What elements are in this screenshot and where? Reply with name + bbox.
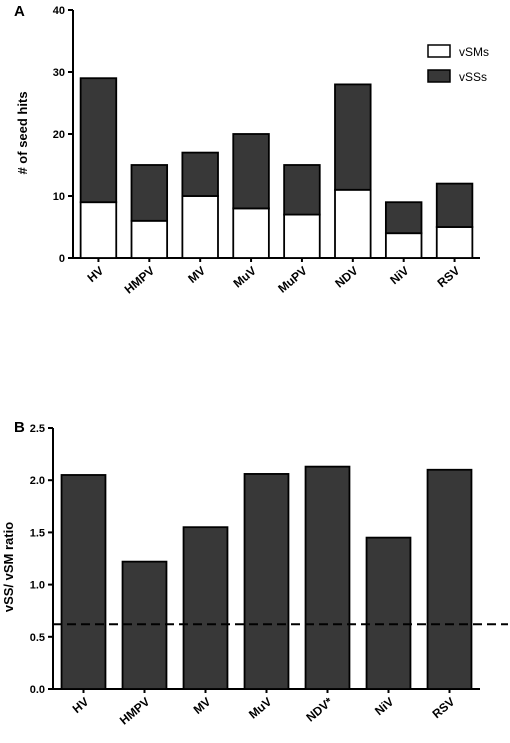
bar-vsms-muv [232,207,270,259]
panel-a-category-labels: HV HMPV MV MuV MuPV NDV NiV RSV [85,258,463,297]
bar-vsms-ndv [334,188,372,259]
bar-ratio-ndvstar [304,465,351,690]
bar-vsss-mupv [283,164,321,216]
panel-a-bars [79,77,474,259]
panel-a-chart: A # of seed hits 0 10 20 30 40 HV HMPV MV MuV Mu… [14,3,489,297]
panel-a-category-label: NDV [332,264,360,291]
panel-b-y-axis-title: vSS/ vSM ratio [1,522,16,612]
panel-a-y-tick-label: 30 [53,67,65,79]
panel-b-letter: B [14,419,25,436]
panel-a-category-label: HV [85,264,107,285]
panel-b-y-tick-label: 2.5 [30,423,45,435]
panel-b-bars [60,465,473,690]
panel-b-category-label: NiV [372,695,396,719]
panel-a-y-axis-title: # of seed hits [15,91,30,174]
panel-b-y-tick-label: 2.0 [30,475,45,487]
bar-vsss-muv [232,133,270,210]
panel-a-category-label: MuV [231,264,259,291]
panel-b-y-tick-label: 0.5 [30,632,45,644]
bar-vsss-hmpv [130,164,169,222]
bar-vsms-mupv [283,213,321,259]
panel-b-y-tick-label: 0.0 [30,684,45,696]
panel-a-y-tick-label: 10 [53,191,65,203]
bar-vsss-rsv [435,182,474,228]
panel-a-category-label: RSV [435,264,463,291]
panel-a-category-label: NiV [387,264,411,288]
panel-b-category-label: HV [70,695,92,716]
panel-a-category-label: HMPV [122,264,158,297]
panel-a-category-label: MuPV [275,264,310,296]
bar-vsms-niv [384,232,423,259]
bar-vsss-mv [181,151,219,197]
panel-b-category-labels: HV HMPV MV MuV NDV* NiV RSV [70,689,458,728]
panel-a-letter: A [14,3,25,20]
bar-ratio-mv [182,526,229,690]
bar-vsms-hmpv [130,219,169,259]
bar-ratio-rsv [426,468,473,690]
panel-b-category-label: MV [191,695,214,717]
panel-b-category-label: RSV [430,695,458,722]
legend-label-vsss: vSSs [459,70,487,84]
panel-a-y-tick-label: 20 [53,129,65,141]
panel-a-y-tick-label: 0 [59,253,65,265]
legend-swatch-vsss [427,69,451,83]
bar-ratio-hv [60,474,107,690]
panel-b-chart: B vSS/ vSM ratio 0.0 0.5 1.0 1.5 2.0 2.5 HV HM… [1,419,508,728]
bar-vsss-niv [384,201,423,235]
panel-a-y-tick-label: 40 [53,5,65,17]
bar-vsss-hv [79,77,118,204]
bar-vsms-rsv [435,226,474,259]
legend-swatch-vsms [427,44,451,58]
panel-b-category-label: MuV [246,695,274,722]
bar-vsms-mv [181,195,219,259]
panel-b-category-label: HMPV [117,695,153,728]
bar-ratio-niv [365,536,412,690]
legend-label-vsms: vSMs [459,45,489,59]
panel-a-category-label: MV [185,264,208,286]
panel-b-y-tick-label: 1.0 [30,580,45,592]
panel-a-legend: vSMs vSSs [427,44,489,84]
panel-b-category-label: NDV* [303,694,335,724]
bar-vsms-hv [79,201,118,259]
bar-ratio-muv [243,473,290,690]
bar-ratio-hmpv [121,560,168,690]
bar-vsss-ndv [334,83,372,191]
panel-b-y-tick-label: 1.5 [30,527,45,539]
